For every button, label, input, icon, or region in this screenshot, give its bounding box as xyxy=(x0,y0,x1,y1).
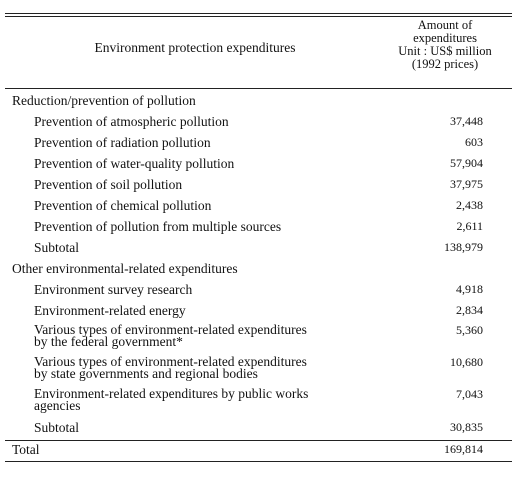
item: Environment-related expenditures by publ… xyxy=(0,385,517,417)
total-rule xyxy=(5,440,512,441)
total-amount: 169,814 xyxy=(444,442,483,456)
item-amount: 37,975 xyxy=(450,177,483,191)
total: Total 169,814 xyxy=(0,439,517,460)
item-label: Prevention of pollution from multiple so… xyxy=(34,219,282,234)
item-label: Prevention of water-quality pollution xyxy=(34,156,235,171)
item-label: Various types of environment-related exp… xyxy=(34,354,307,381)
item: Environment survey research 4,918 xyxy=(0,279,517,300)
item-amount: 2,611 xyxy=(456,219,483,233)
item: Various types of environment-related exp… xyxy=(0,321,517,353)
item-label: Environment survey research xyxy=(34,282,193,297)
item-amount: 7,043 xyxy=(456,387,483,401)
item-label-line: by the federal government* xyxy=(34,334,183,349)
header-amount-line: Amount of xyxy=(417,18,473,32)
subtotal-label: Subtotal xyxy=(34,240,80,255)
subtotal-amount: 30,835 xyxy=(450,420,483,434)
item-label: Prevention of atmospheric pollution xyxy=(34,114,229,129)
item-label: Prevention of chemical pollution xyxy=(34,198,212,213)
subtotal: Subtotal 30,835 xyxy=(0,417,517,438)
item-amount: 37,448 xyxy=(450,114,483,128)
section-title: Reduction/prevention of pollution xyxy=(0,90,517,111)
item-amount: 2,438 xyxy=(456,198,483,212)
header-rule xyxy=(5,88,512,89)
top-rule xyxy=(5,13,512,14)
item: Prevention of radiation pollution 603 xyxy=(0,132,517,153)
bottom-rule xyxy=(5,461,512,462)
header-amount-line: (1992 prices) xyxy=(411,57,479,71)
item-label: Environment-related expenditures by publ… xyxy=(34,386,309,413)
item-label-line: Various types of environment-related exp… xyxy=(34,354,307,369)
item: Environment-related energy 2,834 xyxy=(0,300,517,321)
item-amount: 4,918 xyxy=(456,282,483,296)
item-amount: 10,680 xyxy=(450,355,483,369)
item-label-line: agencies xyxy=(34,398,81,413)
item-label-line: by state governments and regional bodies xyxy=(34,366,258,381)
header-label: Environment protection expenditures xyxy=(94,40,296,55)
item-label-line: Various types of environment-related exp… xyxy=(34,322,307,337)
section-title-label: Reduction/prevention of pollution xyxy=(12,93,196,108)
item-label: Prevention of soil pollution xyxy=(34,177,183,192)
item: Various types of environment-related exp… xyxy=(0,353,517,385)
item-amount: 603 xyxy=(465,135,483,149)
item-label-line: Environment-related expenditures by publ… xyxy=(34,386,309,401)
subtotal-amount: 138,979 xyxy=(444,240,483,254)
subtotal: Subtotal 138,979 xyxy=(0,237,517,258)
item: Prevention of water-quality pollution 57,… xyxy=(0,153,517,174)
section-title-label: Other environmental-related expenditures xyxy=(12,261,238,276)
total-label: Total xyxy=(12,442,40,457)
item: Prevention of soil pollution 37,975 xyxy=(0,174,517,195)
header-amount-line: Unit : US$ million xyxy=(398,44,492,58)
item: Prevention of chemical pollution 2,438 xyxy=(0,195,517,216)
header-amount-line: expenditures xyxy=(413,31,477,45)
subtotal-label: Subtotal xyxy=(34,420,80,435)
item-label: Various types of environment-related exp… xyxy=(34,322,307,349)
item: Prevention of atmospheric pollution 37,44… xyxy=(0,111,517,132)
item-amount: 57,904 xyxy=(450,156,483,170)
item-label: Prevention of radiation pollution xyxy=(34,135,211,150)
item: Prevention of pollution from multiple so… xyxy=(0,216,517,237)
item-amount: 5,360 xyxy=(456,323,483,337)
top-rule xyxy=(5,16,512,17)
header-amount: Amount of expenditures Unit : US$ million(… xyxy=(385,19,505,71)
section-title: Other environmental-related expenditures xyxy=(0,258,517,279)
item-label: Environment-related energy xyxy=(34,303,186,318)
item-amount: 2,834 xyxy=(456,303,483,317)
